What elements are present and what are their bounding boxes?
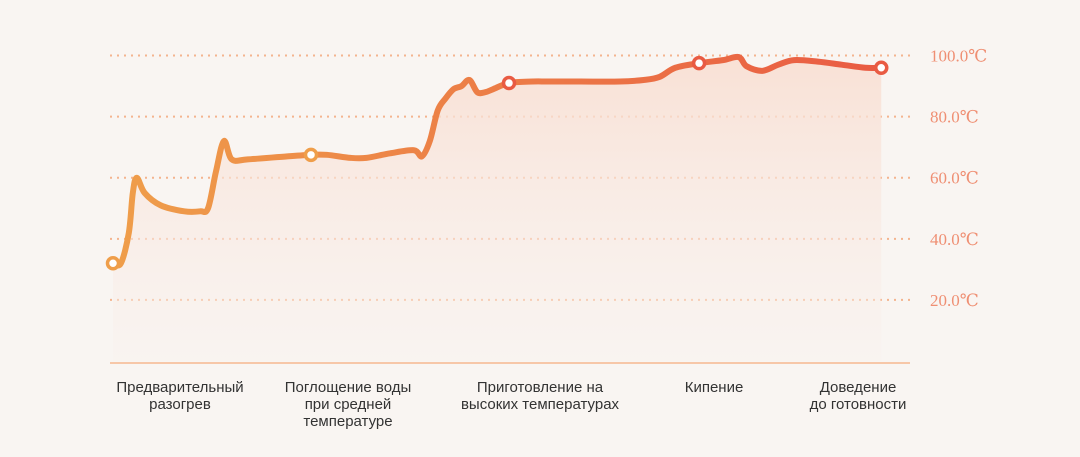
area-fill — [113, 56, 882, 362]
stage-label: Доведение до готовности — [810, 379, 907, 413]
data-point-marker — [303, 147, 319, 163]
y-tick-label: 40.0℃ — [930, 230, 979, 249]
stage-label: Предварительный разогрев — [116, 379, 243, 413]
data-point-marker — [873, 60, 889, 76]
data-point-marker — [691, 55, 707, 71]
stage-label: Приготовление на высоких температурах — [461, 379, 620, 413]
y-tick-label: 100.0℃ — [930, 47, 987, 66]
stage-label: Кипение — [685, 379, 744, 396]
y-tick-labels: 20.0℃ 40.0℃ 60.0℃ 80.0℃ 100.0℃ — [930, 47, 987, 310]
y-tick-label: 20.0℃ — [930, 291, 979, 310]
data-markers — [105, 55, 889, 271]
temperature-line — [110, 53, 885, 269]
data-point-marker — [501, 75, 517, 91]
data-point-marker — [105, 256, 121, 271]
stage-labels: Предварительный разогрев Поглощение воды пр… — [116, 379, 906, 430]
y-tick-label: 60.0℃ — [930, 169, 979, 188]
y-tick-label: 80.0℃ — [930, 108, 979, 127]
stage-label: Поглощение воды при средней температуре — [285, 379, 412, 430]
